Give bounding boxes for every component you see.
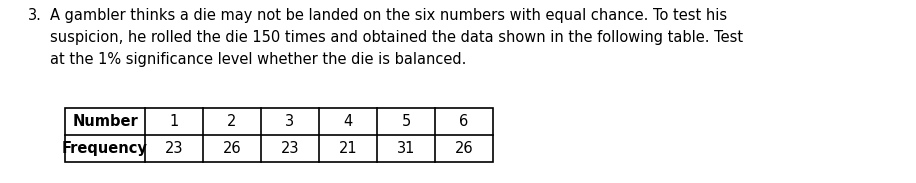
Text: 21: 21 (339, 141, 357, 156)
Text: 1: 1 (169, 114, 179, 129)
Text: 6: 6 (460, 114, 469, 129)
Text: 31: 31 (397, 141, 415, 156)
Text: 26: 26 (454, 141, 474, 156)
Text: 3.: 3. (28, 8, 42, 23)
Text: 23: 23 (165, 141, 183, 156)
Text: 23: 23 (280, 141, 300, 156)
Text: 4: 4 (344, 114, 353, 129)
Text: Number: Number (72, 114, 138, 129)
Bar (65, 108, 493, 162)
Text: 3: 3 (286, 114, 295, 129)
Text: 2: 2 (227, 114, 236, 129)
Text: at the 1% significance level whether the die is balanced.: at the 1% significance level whether the… (50, 52, 466, 67)
Text: suspicion, he rolled the die 150 times and obtained the data shown in the follow: suspicion, he rolled the die 150 times a… (50, 30, 743, 45)
Text: A gambler thinks a die may not be landed on the six numbers with equal chance. T: A gambler thinks a die may not be landed… (50, 8, 727, 23)
Text: Frequency: Frequency (62, 141, 148, 156)
Text: 5: 5 (401, 114, 410, 129)
Text: 26: 26 (223, 141, 241, 156)
